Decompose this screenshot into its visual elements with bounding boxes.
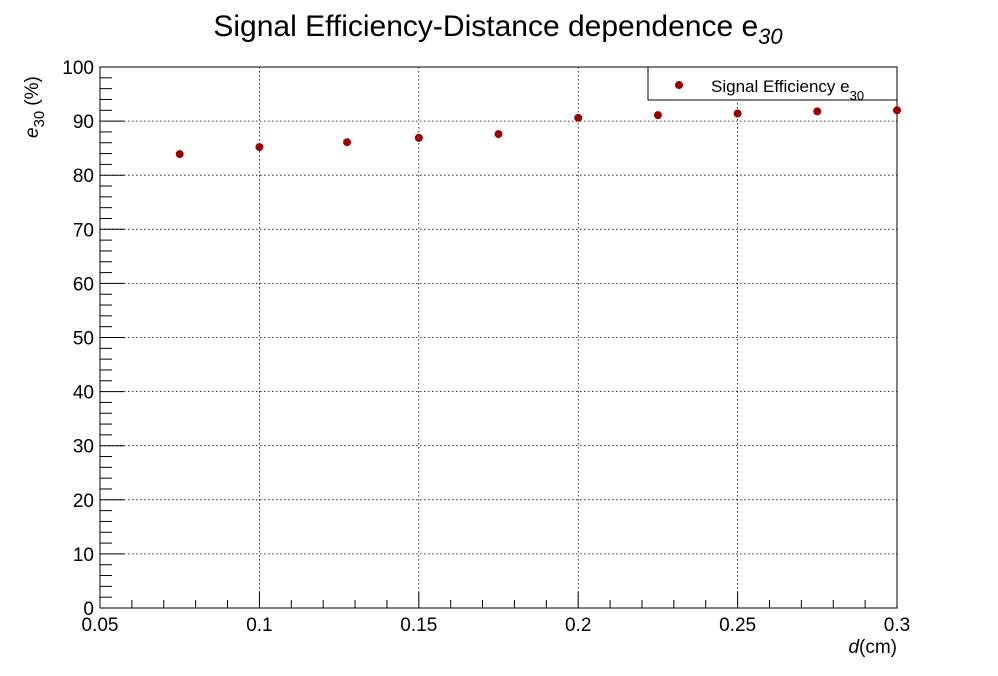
- chart-title: Signal Efficiency-Distance dependence e3…: [213, 10, 783, 49]
- y-tick-label: 10: [73, 545, 94, 566]
- y-tick-label: 70: [73, 220, 94, 241]
- data-point: [494, 130, 503, 139]
- data-point: [813, 107, 822, 116]
- data-point: [343, 138, 352, 147]
- data-point: [175, 150, 184, 159]
- data-point: [574, 113, 583, 122]
- legend: Signal Efficiency e30: [647, 66, 898, 103]
- data-point: [653, 111, 662, 120]
- legend-marker: [675, 81, 683, 89]
- y-tick-label: 30: [73, 437, 94, 458]
- y-axis-label: e30(%): [22, 76, 48, 138]
- data-point: [733, 109, 742, 118]
- y-tick-label: 40: [73, 383, 94, 404]
- y-tick-label: 20: [73, 491, 94, 512]
- y-tick-label: 60: [73, 274, 94, 295]
- y-tick-label: 80: [73, 166, 94, 187]
- x-tick-label: 0.05: [82, 615, 119, 636]
- legend-entry-label: Signal Efficiency e30: [711, 77, 864, 103]
- labels-layer: 0 10 20 30 40 50 60 70 80 90 100 0.05 0.1 0.15 0.2 0.25…: [62, 58, 910, 636]
- data-point: [255, 143, 264, 152]
- data-point: [414, 133, 423, 142]
- y-tick-label: 100: [62, 58, 94, 79]
- ticks-layer: [99, 66, 898, 609]
- y-tick-label: 50: [73, 329, 94, 350]
- y-tick-label: 90: [73, 112, 94, 133]
- chart-title-subscript: 30: [758, 24, 783, 49]
- x-tick-label: 0.25: [719, 615, 756, 636]
- grid-layer: [100, 67, 897, 608]
- x-tick-label: 0.3: [884, 615, 910, 636]
- y-tick-label: 0: [83, 599, 94, 620]
- x-tick-label: 0.2: [565, 615, 591, 636]
- x-axis-label: d(cm): [848, 637, 897, 658]
- legend-box: [647, 66, 898, 101]
- x-tick-label: 0.15: [400, 615, 437, 636]
- x-tick-label: 0.1: [246, 615, 272, 636]
- data-point: [893, 106, 901, 115]
- points-layer: [175, 106, 901, 159]
